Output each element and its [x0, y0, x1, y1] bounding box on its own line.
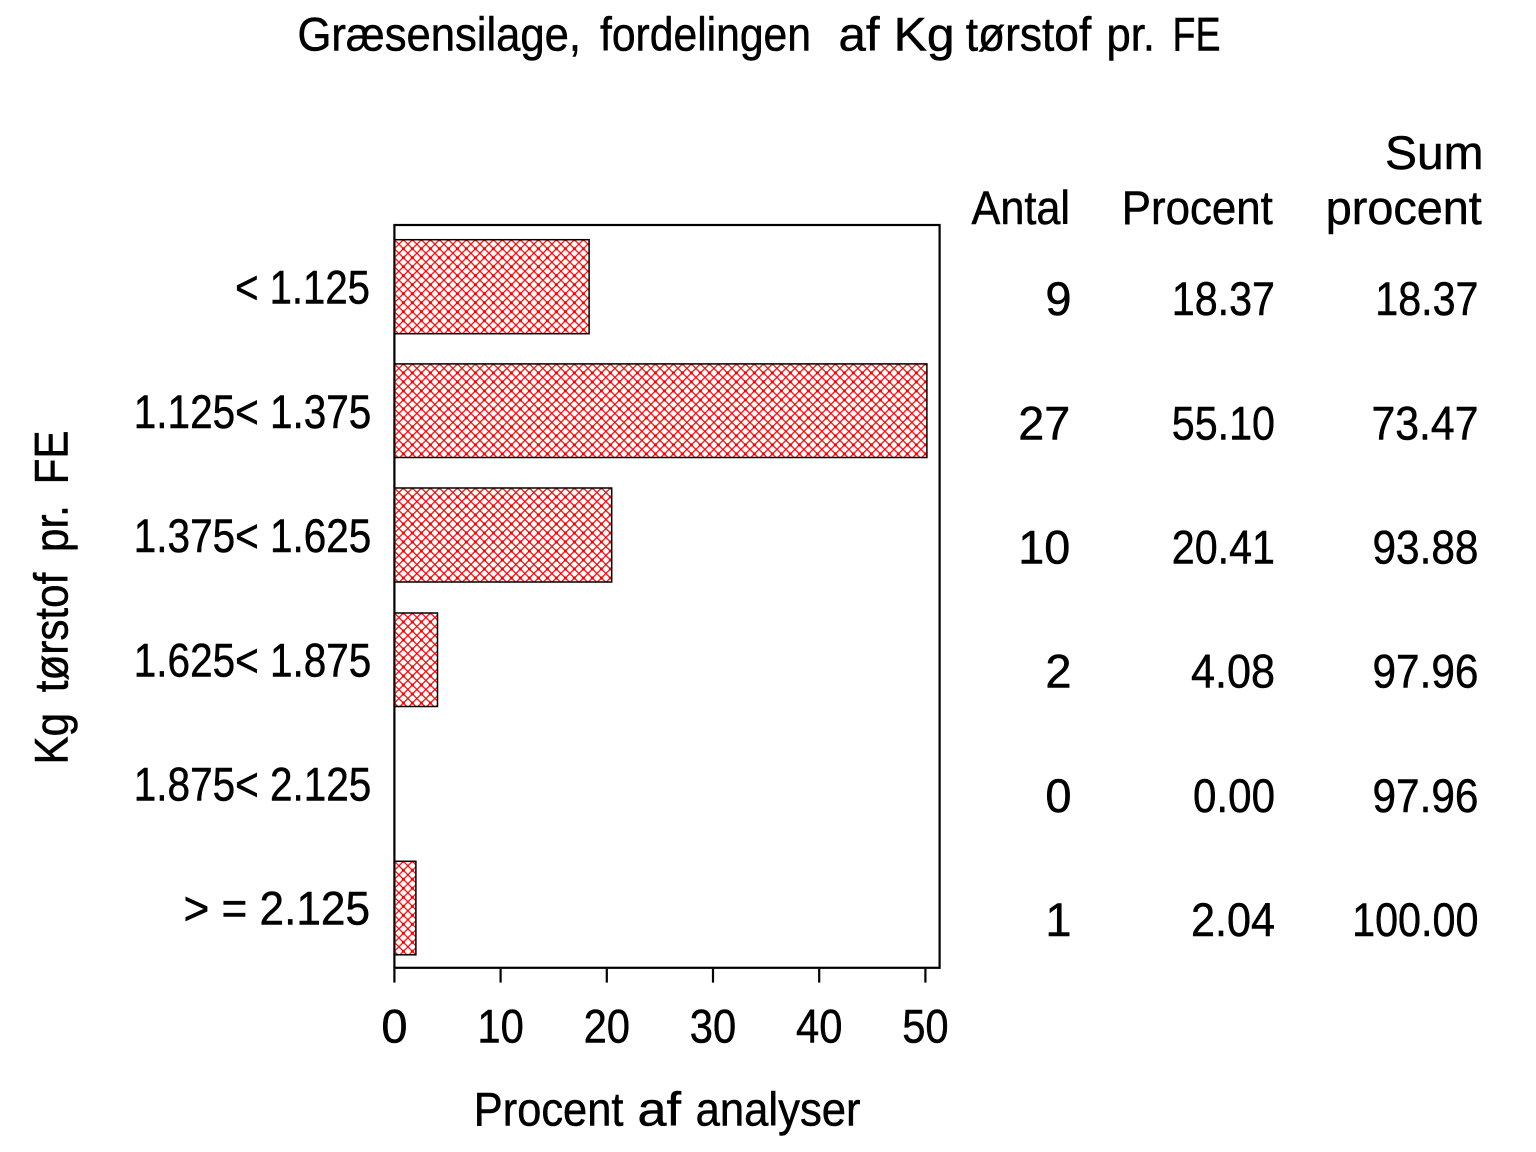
svg-text:procent: procent	[1326, 181, 1482, 234]
svg-text:Sum: Sum	[1385, 126, 1484, 179]
svg-text:20: 20	[584, 1000, 630, 1053]
svg-text:< 1.125: < 1.125	[235, 261, 370, 314]
svg-text:2.04: 2.04	[1191, 893, 1275, 946]
svg-text:analyser: analyser	[696, 1083, 861, 1136]
svg-text:30: 30	[690, 1000, 736, 1053]
svg-text:9: 9	[1045, 272, 1071, 325]
svg-text:55.10: 55.10	[1172, 396, 1275, 449]
svg-text:af: af	[638, 1083, 683, 1136]
svg-text:pr.: pr.	[1107, 8, 1156, 61]
svg-text:97.96: 97.96	[1373, 769, 1479, 822]
svg-text:100.00: 100.00	[1352, 893, 1478, 946]
svg-text:1: 1	[1045, 893, 1071, 946]
svg-text:0: 0	[381, 1000, 407, 1053]
svg-text:af: af	[839, 8, 881, 61]
svg-text:1.875< 2.125: 1.875< 2.125	[134, 758, 372, 811]
svg-text:40: 40	[796, 1000, 842, 1053]
svg-text:50: 50	[902, 1000, 948, 1053]
svg-text:Procent: Procent	[474, 1083, 624, 1136]
svg-text:Græsensilage,: Græsensilage,	[298, 8, 582, 61]
svg-text:2: 2	[1045, 645, 1071, 698]
svg-text:fordelingen: fordelingen	[600, 8, 811, 61]
svg-text:Procent: Procent	[1122, 181, 1273, 234]
svg-text:tørstof: tørstof	[966, 8, 1092, 61]
svg-text:Antal: Antal	[972, 181, 1071, 234]
svg-text:73.47: 73.47	[1372, 396, 1479, 449]
svg-text:Kg: Kg	[894, 8, 955, 61]
svg-text:10: 10	[477, 1000, 523, 1053]
svg-text:18.37: 18.37	[1375, 272, 1478, 325]
svg-text:18.37: 18.37	[1172, 272, 1275, 325]
svg-text:0: 0	[1045, 769, 1071, 822]
svg-text:Kg tørstof pr. FE: Kg tørstof pr. FE	[25, 431, 78, 765]
svg-text:20.41: 20.41	[1172, 521, 1275, 574]
svg-text:0.00: 0.00	[1193, 769, 1275, 822]
svg-text:27: 27	[1018, 396, 1070, 449]
svg-text:1.625< 1.875: 1.625< 1.875	[134, 633, 372, 686]
svg-text:1.375< 1.625: 1.375< 1.625	[134, 509, 372, 562]
svg-text:4.08: 4.08	[1191, 645, 1275, 698]
svg-text:97.96: 97.96	[1373, 645, 1479, 698]
svg-text:1.125< 1.375: 1.125< 1.375	[134, 385, 372, 438]
svg-text:10: 10	[1018, 521, 1070, 574]
svg-text:93.88: 93.88	[1373, 521, 1479, 574]
svg-text:> = 2.125: > = 2.125	[184, 882, 371, 935]
svg-text:FE: FE	[1173, 8, 1221, 61]
